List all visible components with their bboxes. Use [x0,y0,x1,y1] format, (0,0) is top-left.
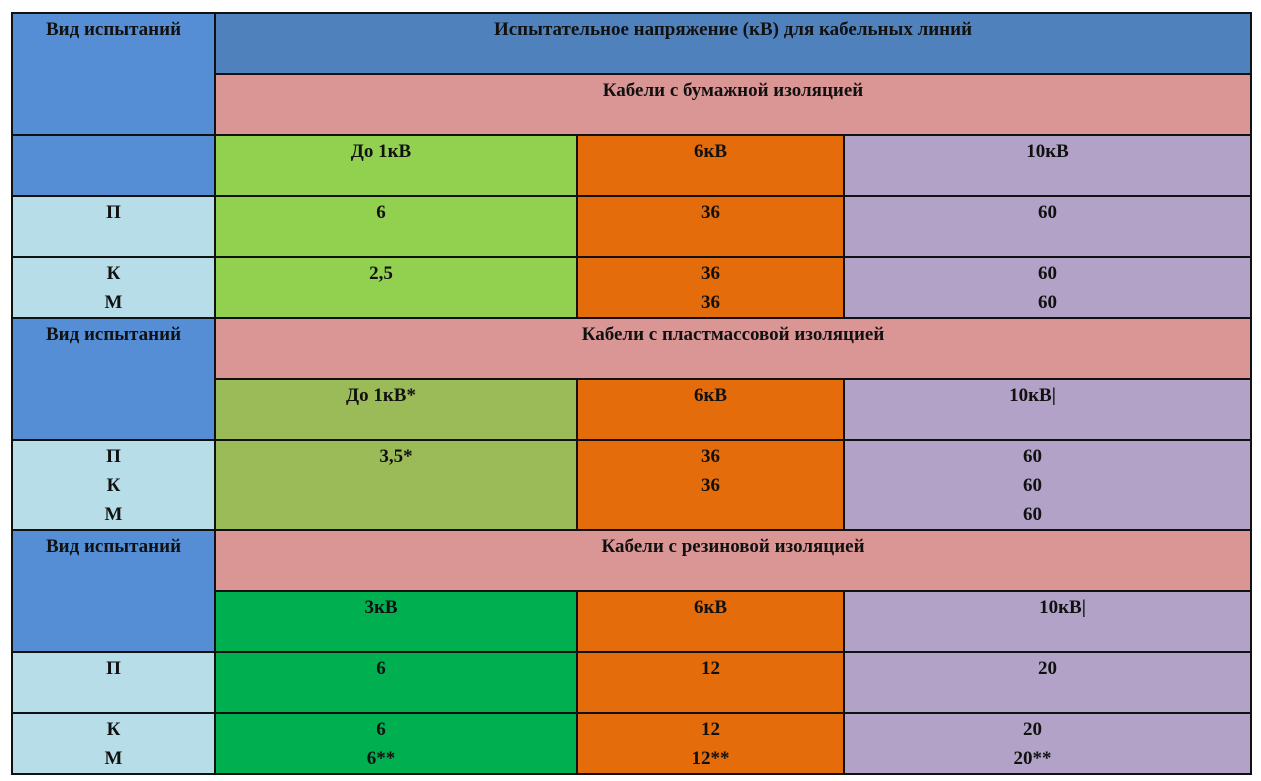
row-label: К [106,719,121,740]
plastic-row-pkm-label: П К М [11,439,216,531]
section-rubber-test-type: Вид испытаний [11,529,216,653]
rubber-col-3kv: 3кВ [214,590,578,653]
rubber-row-p-label: П [11,651,216,714]
paper-km-10kv: 60 60 [842,256,1253,319]
section-plastic-test-type: Вид испытаний [11,317,216,441]
plastic-col-1kv: До 1кВ* [214,378,578,441]
table-title: Испытательное напряжение (кВ) для кабель… [213,12,1253,75]
rubber-km-3kv: 6 6** [214,712,578,775]
paper-p-10kv: 60 [842,195,1253,258]
plastic-pkm-6kv: 36 36 [576,439,845,531]
plastic-col-1kv-label: До 1кВ* [346,385,416,406]
section-paper-title-label: Кабели с бумажной изоляцией [602,80,864,101]
cell-value: 36 [701,202,720,223]
cell-value: 20 [1023,719,1042,740]
cell-value: 20 [1038,658,1057,679]
plastic-col-10kv-label: 10кВ| [1009,385,1056,406]
table-title-label: Испытательное напряжение (кВ) для кабель… [493,19,973,40]
rubber-km-6kv: 12 12** [576,712,845,775]
cell-value: 6** [366,748,396,769]
row-label: К [106,475,121,496]
cell-value: 20** [1013,748,1052,769]
cell-value: 12 [701,658,720,679]
cell-value: 3,5* [379,446,413,467]
cell-value: 60 [1023,504,1042,525]
section-paper-title: Кабели с бумажной изоляцией [213,73,1253,136]
rubber-p-6kv: 12 [576,651,845,714]
cell-value: 36 [701,263,720,284]
paper-km-1kv: 2,5 [214,256,578,319]
paper-km-6kv: 36 36 [576,256,845,319]
section-rubber-title-label: Кабели с резиновой изоляцией [601,536,865,557]
rubber-col-10kv-label: 10кВ| [1039,597,1086,618]
rubber-col-6kv: 6кВ [576,590,845,653]
section-rubber-test-type-label: Вид испытаний [45,536,182,557]
test-type-header: Вид испытаний [11,12,216,136]
plastic-pkm-10kv: 60 60 60 [842,439,1253,531]
paper-col-1kv: До 1кВ [214,134,578,197]
plastic-col-6kv: 6кВ [576,378,845,441]
cell-value: 12 [701,719,720,740]
paper-col-6kv-label: 6кВ [693,141,728,162]
cell-value: 60 [1023,446,1042,467]
cell-value: 60 [1023,475,1042,496]
section-plastic-test-type-label: Вид испытаний [45,324,182,345]
cell-value: 6 [376,658,386,679]
rubber-p-3kv: 6 [214,651,578,714]
rubber-km-10kv: 20 20** [842,712,1253,775]
plastic-col-10kv: 10кВ| [842,378,1253,441]
paper-p-6kv: 36 [576,195,845,258]
paper-col-1kv-label: До 1кВ [350,141,412,162]
cell-value: 36 [701,475,720,496]
cell-value: 12** [691,748,730,769]
rubber-col-3kv-label: 3кВ [364,597,398,618]
row-label: П [106,202,121,223]
rubber-row-km-label: К М [11,712,216,775]
cell-value: 2,5 [369,263,393,284]
row-label: П [106,658,121,679]
paper-col-6kv: 6кВ [576,134,845,197]
rubber-p-10kv: 20 [842,651,1253,714]
row-label: П [106,446,121,467]
rubber-col-6kv-label: 6кВ [693,597,728,618]
cell-value: 36 [701,446,720,467]
cell-value: 36 [701,292,720,313]
section-plastic-title: Кабели с пластмассовой изоляцией [213,317,1253,380]
paper-col-10kv-label: 10кВ [1026,141,1069,162]
plastic-col-6kv-label: 6кВ [693,385,728,406]
test-type-header-label: Вид испытаний [45,19,182,40]
paper-p-1kv: 6 [214,195,578,258]
paper-row-km-label: К М [11,256,216,319]
row-label: К [106,263,121,284]
section-paper-test-type [11,134,216,197]
paper-col-10kv: 10кВ [842,134,1253,197]
paper-row-p-label: П [11,195,216,258]
cell-value: 60 [1038,292,1057,313]
cell-value: 6 [376,719,386,740]
cell-value: 60 [1038,263,1057,284]
row-label: М [104,292,123,313]
plastic-pkm-1kv: 3,5* [214,439,578,531]
cell-value: 6 [376,202,386,223]
section-rubber-title: Кабели с резиновой изоляцией [213,529,1253,592]
rubber-col-10kv: 10кВ| [842,590,1253,653]
cable-test-voltage-table: Вид испытаний Испытательное напряжение (… [11,12,1253,775]
row-label: М [104,748,123,769]
row-label: М [104,504,123,525]
cell-value: 60 [1038,202,1057,223]
section-plastic-title-label: Кабели с пластмассовой изоляцией [581,324,885,345]
